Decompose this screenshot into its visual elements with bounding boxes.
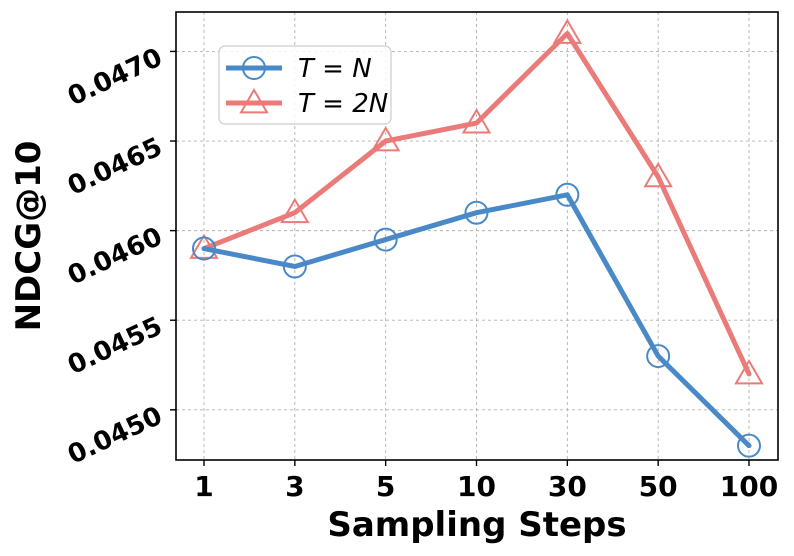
- series-t-n: [192, 182, 761, 458]
- circle-marker: [373, 227, 398, 252]
- y-axis-title: NDCG@10: [9, 141, 49, 332]
- legend: T = N T = 2N: [218, 45, 392, 125]
- x-tick-label: 3: [285, 470, 304, 503]
- series-layer: [189, 18, 764, 458]
- triangle-marker: [370, 126, 401, 152]
- series-line: [201, 31, 752, 377]
- legend-label: T = 2N: [298, 89, 388, 119]
- triangle-marker: [461, 108, 492, 134]
- x-axis: 1 3 5 10 30 50 100: [194, 460, 778, 503]
- x-tick-label: 30: [548, 470, 587, 503]
- legend-marker: [242, 56, 266, 80]
- x-axis-title: Sampling Steps: [327, 505, 626, 545]
- y-tick-label: 0.0460: [63, 222, 167, 292]
- x-tick-label: 100: [720, 470, 778, 503]
- triangle-marker: [189, 233, 219, 259]
- series-t-2n: [189, 18, 764, 385]
- y-tick-label: 0.0450: [63, 401, 167, 471]
- x-tick-label: 50: [639, 470, 678, 503]
- circle-marker: [464, 200, 489, 225]
- x-tick-label: 5: [376, 470, 395, 503]
- triangle-marker: [280, 197, 310, 224]
- triangle-marker: [552, 18, 583, 44]
- series-line: [201, 192, 752, 449]
- triangle-marker: [734, 358, 764, 385]
- circle-marker: [192, 236, 216, 261]
- triangle-marker: [643, 161, 673, 188]
- circle-marker: [555, 182, 580, 207]
- circle-marker: [737, 433, 761, 458]
- legend-entry: T = 2N: [226, 88, 388, 119]
- circle-marker: [646, 344, 671, 369]
- y-tick-label: 0.0465: [63, 132, 167, 202]
- circle-marker: [282, 254, 307, 279]
- legend-marker: [239, 88, 269, 114]
- legend-label: T = N: [298, 54, 372, 84]
- legend-entry: T = N: [226, 54, 372, 84]
- y-tick-label: 0.0455: [63, 311, 167, 381]
- y-axis: 0.0450 0.0455 0.0460 0.0465 0.0470: [63, 43, 176, 471]
- y-tick-label: 0.0470: [63, 43, 167, 113]
- x-tick-label: 10: [457, 470, 496, 503]
- x-tick-label: 1: [194, 470, 213, 503]
